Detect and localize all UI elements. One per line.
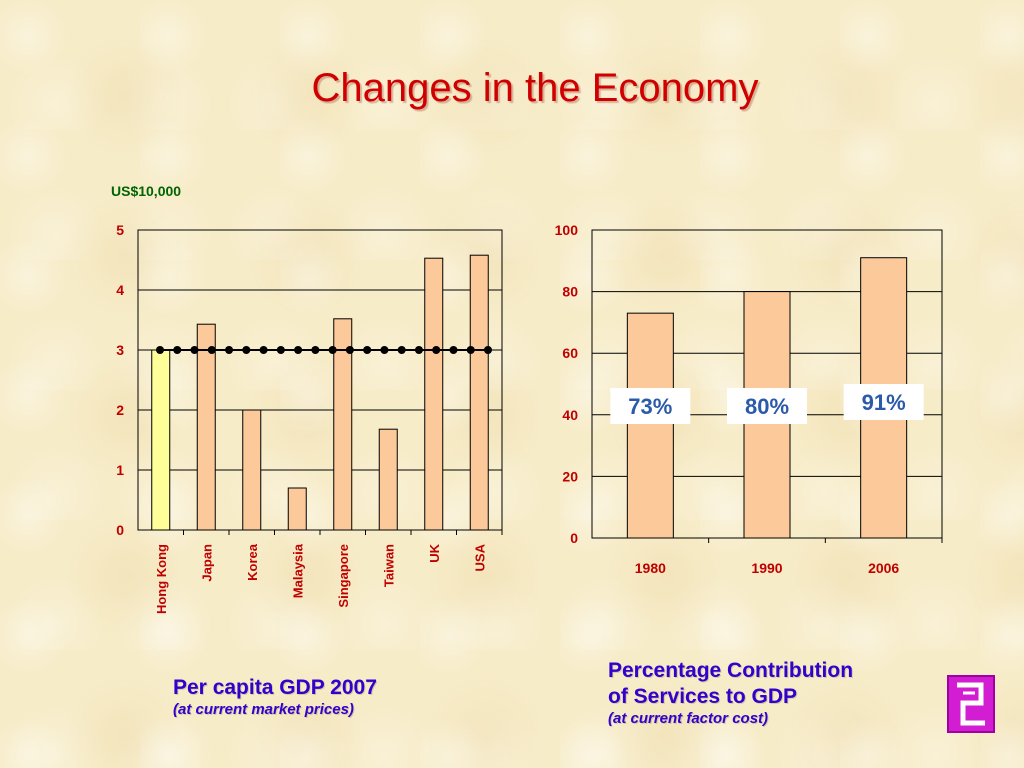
left-reference-dot [156, 346, 164, 354]
right-xtick-label: 1990 [751, 560, 782, 576]
left-bar-usa [469, 254, 489, 531]
right-ytick-label: 20 [562, 468, 578, 484]
left-ytick-label: 4 [116, 282, 124, 298]
right-bar-1980 [626, 312, 674, 539]
left-category-label: Singapore [336, 544, 351, 608]
right-data-label: 91% [862, 390, 906, 415]
right-chart-caption: Percentage Contribution of Services to G… [608, 658, 853, 728]
right-caption-title-line2: of Services to GDP [608, 685, 798, 708]
left-bar-hong-kong [151, 349, 171, 531]
left-bar-uk [424, 257, 444, 531]
right-xtick-label: 1980 [635, 560, 666, 576]
right-data-label-box [843, 384, 924, 420]
right-data-label-box [727, 388, 807, 424]
left-category-label: UK [427, 543, 442, 562]
left-ytick-label: 1 [116, 462, 124, 478]
left-unit-label: US$10,000 [111, 183, 181, 199]
left-category-label: Hong Kong [154, 544, 169, 614]
left-category-label: Korea [245, 543, 260, 581]
left-category-label: Taiwan [381, 544, 396, 587]
left-category-label: Malaysia [290, 543, 305, 598]
left-bar-korea [242, 409, 262, 531]
right-ytick-label: 0 [570, 530, 578, 546]
left-bar-taiwan [378, 428, 398, 531]
right-data-label: 73% [628, 394, 672, 419]
left-ytick-label: 5 [116, 222, 124, 238]
left-reference-dot [380, 346, 389, 354]
left-reference-dot [363, 346, 372, 354]
left-reference-dot [432, 346, 441, 354]
left-reference-dot [276, 346, 285, 354]
left-reference-dot [466, 346, 475, 354]
left-bar-malaysia [287, 487, 307, 531]
left-reference-dot [311, 346, 320, 354]
left-reference-dot [207, 346, 216, 354]
left-reference-dot [173, 346, 182, 354]
left-reference-dot [328, 346, 337, 354]
left-chart-caption: Per capita GDP 2007 (at current market p… [173, 675, 377, 719]
right-ytick-label: 80 [562, 284, 578, 300]
right-xtick-label: 2006 [868, 560, 899, 576]
left-reference-dot [294, 346, 303, 354]
right-data-label-box [610, 388, 691, 424]
logo-icon [947, 675, 995, 733]
left-caption-subtitle: (at current market prices) [173, 701, 354, 718]
left-reference-dot [345, 346, 354, 354]
left-reference-dot [397, 346, 406, 354]
left-ytick-label: 3 [116, 342, 124, 358]
right-ytick-label: 100 [555, 222, 579, 238]
left-plot-frame [137, 229, 503, 531]
left-caption-title: Per capita GDP 2007 [173, 676, 377, 699]
right-caption-subtitle: (at current factor cost) [608, 710, 769, 727]
right-caption-title-line1: Percentage Contribution [608, 659, 854, 682]
left-reference-dot [414, 346, 423, 354]
left-reference-dot [242, 346, 251, 354]
slide-title: Changes in the Economy [311, 66, 759, 110]
right-ytick-label: 60 [562, 345, 578, 361]
right-data-label: 80% [745, 394, 789, 419]
left-reference-dot [449, 346, 458, 354]
left-reference-dot [225, 346, 234, 354]
left-ytick-label: 0 [116, 522, 124, 538]
left-reference-dot [190, 346, 199, 354]
left-ytick-label: 2 [116, 402, 124, 418]
left-category-label: Japan [199, 544, 214, 582]
left-reference-dot [484, 346, 492, 354]
left-bar-singapore [333, 318, 353, 531]
left-category-label: USA [472, 543, 487, 571]
right-ytick-label: 40 [562, 407, 578, 423]
left-bar-japan [196, 323, 216, 531]
left-reference-dot [259, 346, 268, 354]
